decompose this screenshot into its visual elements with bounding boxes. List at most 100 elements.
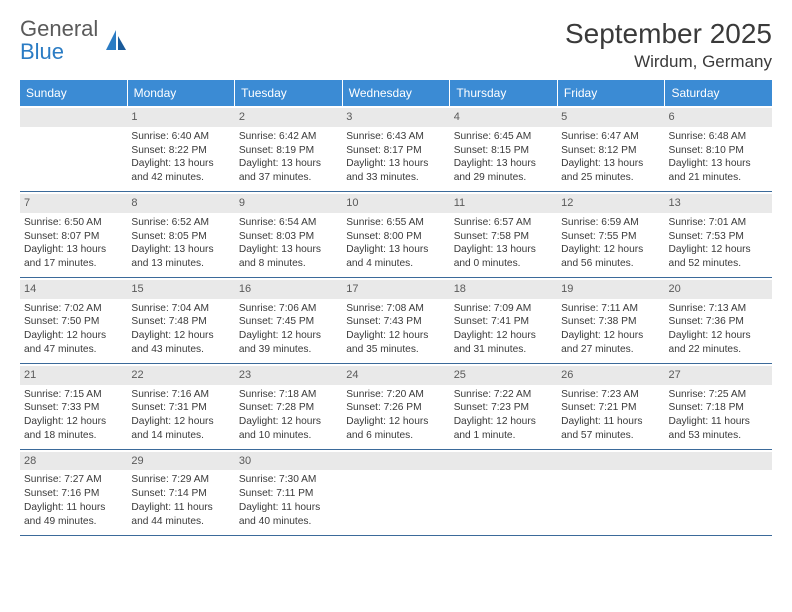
- day-header: Wednesday: [343, 80, 451, 106]
- sunset-text: Sunset: 7:58 PM: [454, 230, 553, 244]
- sunrise-text: Sunrise: 6:54 AM: [239, 216, 338, 230]
- day-number: [342, 452, 449, 471]
- day-cell: 24Sunrise: 7:20 AMSunset: 7:26 PMDayligh…: [342, 364, 449, 449]
- day-cell: 1 Sunrise: 6:40 AMSunset: 8:22 PMDaylight…: [127, 106, 234, 191]
- day-number: 25: [450, 366, 557, 385]
- day-cell: [665, 450, 772, 535]
- day-cell: 2Sunrise: 6:42 AMSunset: 8:19 PMDaylight…: [235, 106, 342, 191]
- sunrise-text: Sunrise: 6:43 AM: [346, 130, 445, 144]
- day-cell: 12 Sunrise: 6:59 AMSunset: 7:55 PMDayligh…: [557, 192, 664, 277]
- sunset-text: Sunset: 7:55 PM: [561, 230, 660, 244]
- sunset-text: Sunset: 7:26 PM: [346, 401, 445, 415]
- daylight-text: Daylight: 11 hours and 57 minutes.: [561, 415, 660, 443]
- day-number: 18: [450, 280, 557, 299]
- sunset-text: Sunset: 7:11 PM: [239, 487, 338, 501]
- sunrise-text: Sunrise: 7:02 AM: [24, 302, 123, 316]
- daylight-text: Daylight: 13 hours and 42 minutes.: [131, 157, 230, 185]
- week-row: 14Sunrise: 7:02 AMSunset: 7:50 PMDayligh…: [20, 278, 772, 364]
- day-number: 6: [665, 108, 772, 127]
- day-cell: 6Sunrise: 6:48 AMSunset: 8:10 PMDaylight…: [665, 106, 772, 191]
- sunset-text: Sunset: 8:12 PM: [561, 144, 660, 158]
- sunrise-text: Sunrise: 6:40 AM: [131, 130, 230, 144]
- sunrise-text: Sunrise: 6:47 AM: [561, 130, 660, 144]
- daylight-text: Daylight: 13 hours and 17 minutes.: [24, 243, 123, 271]
- day-number: 29: [127, 452, 234, 471]
- daylight-text: Daylight: 12 hours and 39 minutes.: [239, 329, 338, 357]
- sunset-text: Sunset: 8:22 PM: [131, 144, 230, 158]
- daylight-text: Daylight: 12 hours and 47 minutes.: [24, 329, 123, 357]
- sunrise-text: Sunrise: 6:45 AM: [454, 130, 553, 144]
- day-cell: 5Sunrise: 6:47 AMSunset: 8:12 PMDaylight…: [557, 106, 664, 191]
- sail-icon: [102, 28, 128, 54]
- sunset-text: Sunset: 7:41 PM: [454, 315, 553, 329]
- day-number: 13: [665, 194, 772, 213]
- day-cell: 9Sunrise: 6:54 AMSunset: 8:03 PMDaylight…: [235, 192, 342, 277]
- sunset-text: Sunset: 7:36 PM: [669, 315, 768, 329]
- daylight-text: Daylight: 12 hours and 22 minutes.: [669, 329, 768, 357]
- day-number: 2: [235, 108, 342, 127]
- day-number: [557, 452, 664, 471]
- day-number: 7: [20, 194, 127, 213]
- daylight-text: Daylight: 13 hours and 37 minutes.: [239, 157, 338, 185]
- daylight-text: Daylight: 13 hours and 29 minutes.: [454, 157, 553, 185]
- day-number: 19: [557, 280, 664, 299]
- sunrise-text: Sunrise: 6:42 AM: [239, 130, 338, 144]
- day-number: 28: [20, 452, 127, 471]
- day-number: 17: [342, 280, 449, 299]
- sunrise-text: Sunrise: 7:29 AM: [131, 473, 230, 487]
- sunset-text: Sunset: 7:50 PM: [24, 315, 123, 329]
- day-cell: 10Sunrise: 6:55 AMSunset: 8:00 PMDayligh…: [342, 192, 449, 277]
- sunrise-text: Sunrise: 7:08 AM: [346, 302, 445, 316]
- weeks-container: 1Sunrise: 6:40 AMSunset: 8:22 PMDaylight…: [20, 106, 772, 536]
- sunrise-text: Sunrise: 6:52 AM: [131, 216, 230, 230]
- day-header: Sunday: [20, 80, 128, 106]
- header: General Blue September 2025 Wirdum, Germ…: [20, 18, 772, 72]
- day-number: 12: [557, 194, 664, 213]
- day-number: 16: [235, 280, 342, 299]
- sunrise-text: Sunrise: 7:16 AM: [131, 388, 230, 402]
- day-cell: 16Sunrise: 7:06 AMSunset: 7:45 PMDayligh…: [235, 278, 342, 363]
- daylight-text: Daylight: 12 hours and 56 minutes.: [561, 243, 660, 271]
- daylight-text: Daylight: 12 hours and 35 minutes.: [346, 329, 445, 357]
- day-number: 1: [127, 108, 234, 127]
- brand-logo: General Blue: [20, 18, 128, 64]
- day-cell: 25 Sunrise: 7:22 AMSunset: 7:23 PMDayligh…: [450, 364, 557, 449]
- day-cell: 18Sunrise: 7:09 AMSunset: 7:41 PMDayligh…: [450, 278, 557, 363]
- day-header: Monday: [128, 80, 236, 106]
- daylight-text: Daylight: 12 hours and 27 minutes.: [561, 329, 660, 357]
- sunrise-text: Sunrise: 7:30 AM: [239, 473, 338, 487]
- day-cell: 21Sunrise: 7:15 AMSunset: 7:33 PMDayligh…: [20, 364, 127, 449]
- day-cell: 7Sunrise: 6:50 AMSunset: 8:07 PMDaylight…: [20, 192, 127, 277]
- day-number: 9: [235, 194, 342, 213]
- sunset-text: Sunset: 7:48 PM: [131, 315, 230, 329]
- sunset-text: Sunset: 8:17 PM: [346, 144, 445, 158]
- page-title: September 2025: [565, 18, 772, 50]
- day-cell: 29Sunrise: 7:29 AMSunset: 7:14 PMDayligh…: [127, 450, 234, 535]
- sunrise-text: Sunrise: 7:04 AM: [131, 302, 230, 316]
- day-number: 15: [127, 280, 234, 299]
- sunset-text: Sunset: 7:23 PM: [454, 401, 553, 415]
- day-number: 11: [450, 194, 557, 213]
- sunset-text: Sunset: 7:38 PM: [561, 315, 660, 329]
- sunrise-text: Sunrise: 7:22 AM: [454, 388, 553, 402]
- day-cell: 14Sunrise: 7:02 AMSunset: 7:50 PMDayligh…: [20, 278, 127, 363]
- daylight-text: Daylight: 13 hours and 4 minutes.: [346, 243, 445, 271]
- sunset-text: Sunset: 8:15 PM: [454, 144, 553, 158]
- day-number: 21: [20, 366, 127, 385]
- day-number: 27: [665, 366, 772, 385]
- sunrise-text: Sunrise: 6:50 AM: [24, 216, 123, 230]
- sunset-text: Sunset: 8:03 PM: [239, 230, 338, 244]
- day-number: [665, 452, 772, 471]
- calendar: SundayMondayTuesdayWednesdayThursdayFrid…: [20, 80, 772, 536]
- day-number: 3: [342, 108, 449, 127]
- sunrise-text: Sunrise: 6:59 AM: [561, 216, 660, 230]
- sunrise-text: Sunrise: 6:55 AM: [346, 216, 445, 230]
- day-number: 26: [557, 366, 664, 385]
- sunrise-text: Sunrise: 6:48 AM: [669, 130, 768, 144]
- daylight-text: Daylight: 11 hours and 53 minutes.: [669, 415, 768, 443]
- day-number: 8: [127, 194, 234, 213]
- title-block: September 2025 Wirdum, Germany: [565, 18, 772, 72]
- sunset-text: Sunset: 8:00 PM: [346, 230, 445, 244]
- sunrise-text: Sunrise: 7:11 AM: [561, 302, 660, 316]
- daylight-text: Daylight: 12 hours and 1 minute.: [454, 415, 553, 443]
